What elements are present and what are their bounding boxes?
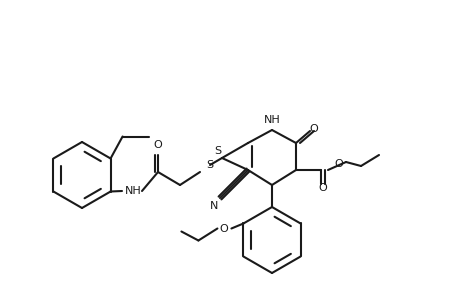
Text: O: O xyxy=(218,224,227,233)
Text: NH: NH xyxy=(124,186,141,196)
Text: S: S xyxy=(206,160,213,170)
Text: NH: NH xyxy=(263,115,280,125)
Text: O: O xyxy=(309,124,318,134)
Text: S: S xyxy=(214,146,221,156)
Text: N: N xyxy=(209,201,218,211)
Text: O: O xyxy=(153,140,162,150)
Text: O: O xyxy=(318,183,327,193)
Text: O: O xyxy=(334,159,342,169)
